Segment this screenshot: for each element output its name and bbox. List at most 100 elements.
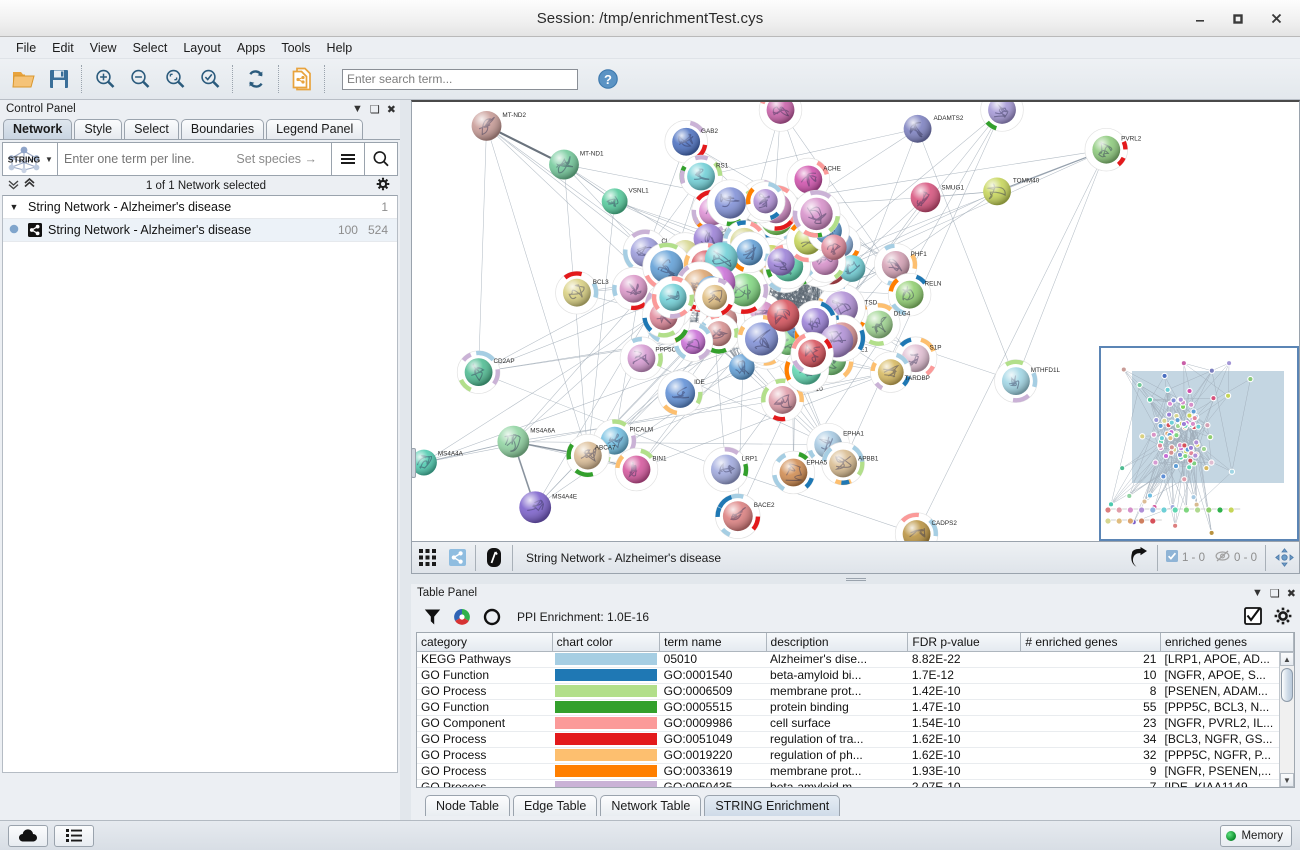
network-tree-item-row[interactable]: String Network - Alzheimer's disease 100…	[3, 219, 397, 242]
network-node-bace2[interactable]: BACE2	[715, 493, 775, 539]
search-icon[interactable]	[364, 143, 397, 175]
export-image-icon[interactable]	[1124, 543, 1154, 573]
network-node[interactable]	[728, 231, 771, 274]
network-scroll-nub[interactable]	[411, 448, 416, 478]
annotation-icon[interactable]	[479, 543, 509, 573]
menu-file[interactable]: File	[16, 40, 37, 55]
table-row[interactable]: GO Process GO:0051049 regulation of tra...…	[417, 731, 1294, 748]
scrollbar-thumb[interactable]	[1281, 668, 1293, 702]
table-row[interactable]: KEGG Pathways 05010 Alzheimer's dise... 8.8…	[417, 651, 1294, 668]
network-view-canvas[interactable]: MT-ND2MT-ND1VSNL1GAB2RS1C1BCLUMMEBCL3CYP…	[411, 100, 1300, 542]
hidden-nodes-counter[interactable]: 0 - 0	[1210, 550, 1262, 565]
zoom-fit-icon[interactable]	[157, 62, 192, 96]
tab-network-table[interactable]: Network Table	[600, 795, 702, 816]
refresh-icon[interactable]	[238, 62, 273, 96]
tab-network[interactable]: Network	[3, 119, 73, 139]
network-node-mt-nd1[interactable]: MT-ND1	[549, 149, 604, 180]
network-node[interactable]	[651, 275, 695, 319]
panel-splitter-horizontal[interactable]	[411, 574, 1300, 584]
network-graph[interactable]: MT-ND2MT-ND1VSNL1GAB2RS1C1BCLUMMEBCL3CYP…	[412, 102, 1299, 541]
column-header-fdr-pvalue[interactable]: FDR p-value	[907, 633, 1022, 652]
tab-edge-table[interactable]: Edge Table	[513, 795, 598, 816]
column-header-description[interactable]: description	[766, 633, 909, 652]
network-node-chat[interactable]: CHAT	[758, 102, 812, 132]
network-node-smug1[interactable]: SMUG1	[910, 182, 965, 213]
set-species-hint[interactable]: Set species →	[236, 152, 317, 166]
task-list-icon[interactable]	[54, 824, 94, 847]
network-node[interactable]	[745, 181, 786, 222]
table-row[interactable]: GO Function GO:0005515 protein binding 1.47…	[417, 699, 1294, 716]
cloud-status-icon[interactable]	[8, 824, 48, 847]
network-node[interactable]	[767, 248, 795, 276]
column-header-chart-color[interactable]: chart color	[552, 633, 661, 652]
table-row[interactable]: GO Process GO:0019220 regulation of ph... 1…	[417, 747, 1294, 764]
table-row[interactable]: GO Function GO:0001540 beta-amyloid bi... 1…	[417, 667, 1294, 684]
network-node[interactable]	[792, 189, 841, 238]
network-node-apbb1[interactable]: APBB1	[821, 441, 879, 486]
string-logo-icon[interactable]: STRING	[3, 143, 45, 175]
table-vertical-scrollbar[interactable]: ▲ ▼	[1279, 652, 1294, 787]
network-node-cadps2[interactable]: CADPS2	[894, 512, 957, 541]
memory-status-button[interactable]: Memory	[1220, 824, 1292, 847]
network-node-pvrl2[interactable]: PVRL2	[1084, 127, 1142, 172]
string-species-dropdown-caret[interactable]: ▼	[45, 154, 53, 164]
tab-select[interactable]: Select	[124, 119, 179, 139]
table-panel-maximize-button[interactable]: ❑	[1269, 587, 1280, 600]
menu-select[interactable]: Select	[132, 40, 168, 55]
network-node-abca1[interactable]: ABCA1	[980, 102, 1039, 132]
table-row[interactable]: GO Process GO:0033619 membrane prot... 1.93…	[417, 763, 1294, 780]
donut-chart-icon[interactable]	[477, 603, 507, 631]
network-node[interactable]	[694, 277, 735, 318]
table-panel-close-button[interactable]: ✖	[1286, 587, 1296, 600]
network-node-ms4a4a[interactable]: MS4A4A	[412, 449, 464, 476]
network-node-gab2[interactable]: GAB2	[664, 120, 719, 164]
network-node[interactable]	[821, 234, 847, 260]
network-node-vsnl1[interactable]: VSNL1	[601, 187, 649, 215]
zoom-out-icon[interactable]	[122, 62, 157, 96]
network-node[interactable]	[767, 299, 800, 332]
scroll-down-button[interactable]: ▼	[1280, 773, 1294, 787]
checkbox-checked-icon[interactable]	[1244, 606, 1262, 628]
zoom-selected-icon[interactable]	[192, 62, 227, 96]
pie-chart-icon[interactable]	[447, 603, 477, 631]
menu-apps[interactable]: Apps	[236, 40, 266, 55]
network-node[interactable]	[790, 331, 834, 376]
network-node-abca7[interactable]: ABCA7	[566, 433, 616, 478]
network-node-ms4a4e[interactable]: MS4A4E	[519, 491, 577, 524]
chevron-double-up-icon[interactable]	[23, 177, 36, 193]
string-share-icon[interactable]	[442, 543, 472, 573]
gear-icon[interactable]	[376, 177, 398, 194]
export-share-icon[interactable]	[284, 62, 319, 96]
network-node-bin1[interactable]: BIN1	[614, 447, 667, 492]
control-panel-close-button[interactable]: ✖	[386, 103, 396, 116]
table-row[interactable]: GO Component GO:0009986 cell surface 1.54E-…	[417, 715, 1294, 732]
network-node-phf1[interactable]: PHF1	[874, 243, 927, 287]
network-node-cd2ap[interactable]: CD2AP	[456, 350, 515, 394]
tab-string-enrichment[interactable]: STRING Enrichment	[704, 795, 841, 816]
enrichment-table[interactable]: category chart color term name descripti…	[416, 632, 1295, 788]
zoom-in-icon[interactable]	[87, 62, 122, 96]
menu-help[interactable]: Help	[326, 40, 353, 55]
column-header-enriched-count[interactable]: # enriched genes	[1020, 633, 1161, 652]
column-header-term-name[interactable]: term name	[659, 633, 767, 652]
network-node[interactable]	[729, 354, 755, 380]
network-node-lrp1[interactable]: LRP1	[703, 446, 759, 493]
network-node-mthfd1l[interactable]: MTHFD1L	[994, 359, 1061, 403]
network-node-tardbp[interactable]: TARDBP	[870, 351, 930, 393]
tab-style[interactable]: Style	[74, 119, 123, 139]
minimize-button[interactable]	[1182, 5, 1218, 33]
chevron-double-down-icon[interactable]	[7, 178, 20, 193]
network-node[interactable]	[706, 179, 754, 227]
network-node-ppp5c[interactable]: PPP5C	[619, 336, 677, 380]
menu-tools[interactable]: Tools	[281, 40, 311, 55]
table-panel-float-button[interactable]: ▼	[1252, 587, 1263, 599]
network-node-ms4a6a[interactable]: MS4A6A	[497, 425, 556, 458]
selected-nodes-counter[interactable]: 1 - 0	[1161, 550, 1210, 565]
tab-legend-panel[interactable]: Legend Panel	[266, 119, 364, 139]
tab-node-table[interactable]: Node Table	[425, 795, 511, 816]
gear-icon[interactable]	[1274, 607, 1292, 628]
birds-eye-view[interactable]	[1099, 346, 1299, 541]
filter-funnel-icon[interactable]	[417, 603, 447, 631]
column-header-enriched-genes[interactable]: enriched genes	[1160, 633, 1294, 652]
network-node[interactable]	[673, 321, 714, 362]
